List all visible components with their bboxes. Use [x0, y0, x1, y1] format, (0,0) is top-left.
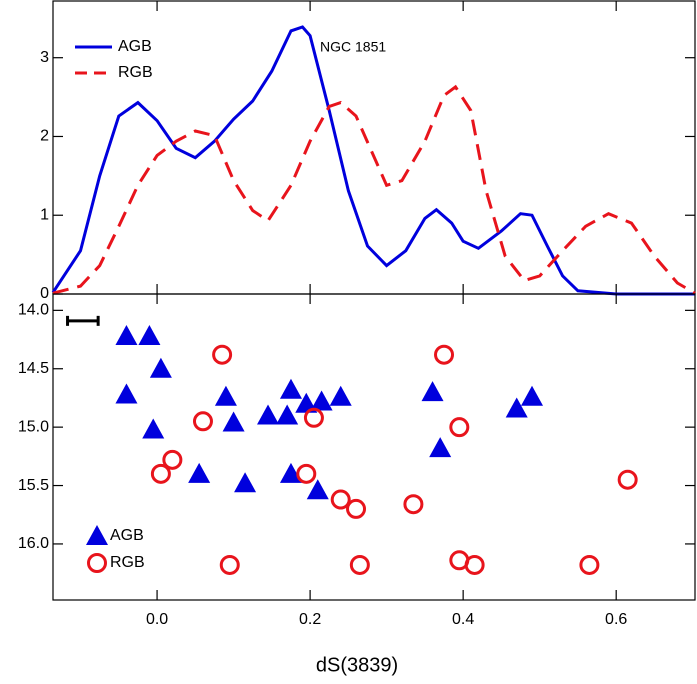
triangle-marker — [329, 385, 352, 406]
triangle-marker — [115, 383, 138, 404]
circle-marker — [346, 498, 367, 519]
circle-marker — [617, 469, 638, 490]
y-tick-label: 15.0 — [18, 418, 49, 435]
x-tick-label: 0.4 — [452, 611, 474, 628]
x-tick-label: 0.6 — [605, 611, 627, 628]
x-tick-label: 0.0 — [146, 611, 168, 628]
circle-marker — [162, 449, 183, 470]
circle-marker — [449, 417, 470, 438]
y-tick-label: 14.5 — [18, 360, 49, 377]
triangle-marker — [234, 472, 257, 493]
circle-marker — [403, 494, 424, 515]
y-tick-label: 1 — [40, 206, 49, 223]
circle-marker — [434, 344, 455, 365]
circle-marker — [296, 463, 317, 484]
triangle-marker — [276, 404, 299, 425]
triangle-marker — [142, 418, 165, 439]
y-tick-label: 16.0 — [18, 535, 49, 552]
triangle-marker — [115, 325, 138, 346]
triangle-marker — [521, 385, 544, 406]
circle-marker — [212, 344, 233, 365]
triangle-marker — [214, 385, 237, 406]
triangle-marker — [138, 325, 161, 346]
triangle-marker — [257, 404, 280, 425]
triangle-marker — [306, 479, 329, 500]
circle-marker — [303, 407, 324, 428]
annotation: NGC 1851 — [320, 39, 386, 55]
triangle-marker — [295, 392, 318, 413]
legend-label: RGB — [110, 554, 145, 571]
circle-marker — [192, 411, 213, 432]
triangle-marker — [421, 381, 444, 402]
plot-frame — [52, 293, 696, 601]
triangle-marker — [279, 378, 302, 399]
legend-label: AGB — [118, 38, 152, 55]
y-tick-label: 3 — [40, 49, 49, 66]
density-line — [51, 25, 695, 296]
y-tick-label: 15.5 — [18, 477, 49, 494]
triangle-marker — [310, 390, 333, 411]
y-tick-label: 0 — [40, 285, 49, 302]
circle-marker — [150, 463, 171, 484]
triangle-marker — [505, 397, 528, 418]
legend-label: RGB — [118, 64, 153, 81]
circle-marker — [579, 554, 600, 575]
x-tick-label: 0.2 — [299, 611, 321, 628]
triangle-marker — [222, 411, 245, 432]
circle-marker — [219, 554, 240, 575]
legend-marker — [86, 525, 108, 545]
circle-marker — [330, 489, 351, 510]
x-axis-label: dS(3839) — [316, 654, 398, 676]
y-tick-label: 14.0 — [18, 302, 49, 319]
legend-label: AGB — [110, 527, 144, 544]
triangle-marker — [188, 462, 211, 483]
triangle-marker — [279, 462, 302, 483]
error-bar — [66, 315, 100, 326]
density-line — [52, 84, 696, 295]
y-tick-label: 2 — [40, 128, 49, 145]
triangle-marker — [149, 357, 172, 378]
legend-marker — [87, 553, 107, 573]
circle-marker — [349, 554, 370, 575]
triangle-marker — [429, 437, 452, 458]
circle-marker — [464, 554, 485, 575]
